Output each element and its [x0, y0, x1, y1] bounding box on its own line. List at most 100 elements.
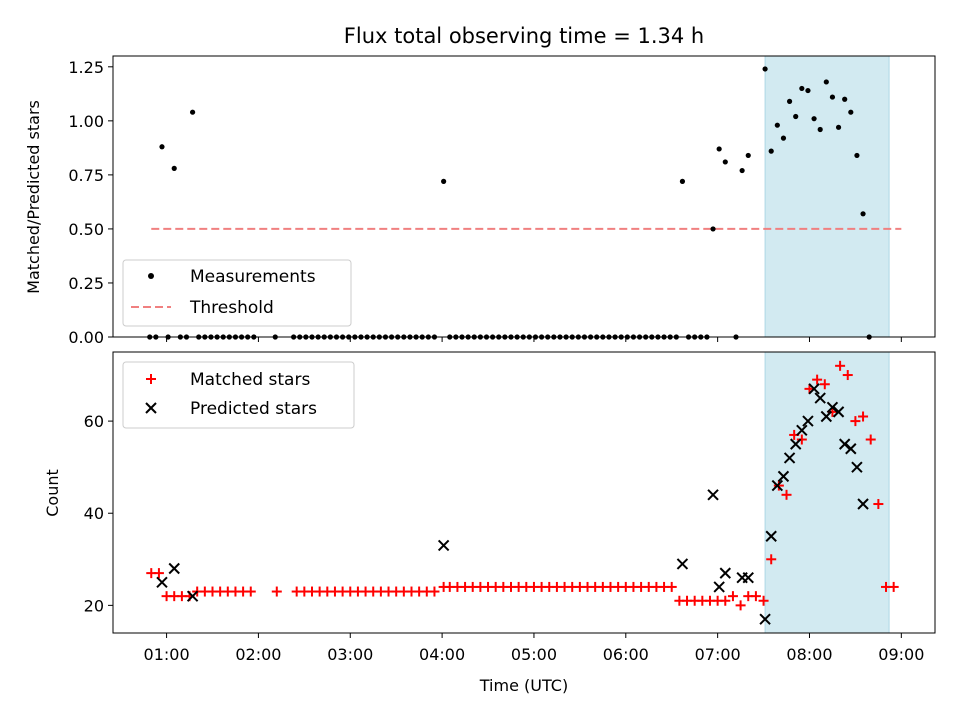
predicted-point-b [808, 383, 820, 395]
matched-point [858, 411, 869, 422]
measurement-point [786, 98, 793, 104]
predicted-point [783, 452, 796, 464]
x-tick-label: 03:00 [327, 645, 373, 664]
measurements-legend-label: Measurements [190, 267, 316, 287]
predicted-point-b [845, 443, 857, 455]
ratio-y-tick-label: 0.25 [68, 274, 104, 293]
matched-point [735, 600, 746, 611]
ratio-y-tick-label: 0.50 [68, 220, 104, 239]
predicted-point-b [765, 530, 777, 542]
count-y-label: Count [43, 469, 62, 517]
matched-point [766, 554, 777, 565]
predicted-point [838, 438, 851, 450]
matched-point [758, 595, 769, 606]
predicted-point-b [186, 590, 199, 602]
predicted-point [820, 410, 833, 423]
ratio-y-tick-label: 0.00 [68, 328, 104, 347]
predicted-point-b [814, 392, 826, 404]
ratio-y-ticks: 0.00 0.25 0.50 0.75 1.00 1.25 [68, 58, 113, 347]
predicted-point [832, 406, 845, 418]
ratio-shaded-span [764, 55, 890, 338]
predicted-point [713, 581, 725, 593]
predicted-point [742, 572, 754, 584]
measurement-point [762, 66, 768, 72]
measurement-point [679, 178, 686, 184]
measurement-point [823, 79, 829, 85]
x-tick-label: 09:00 [878, 645, 924, 664]
measurement-point [799, 85, 805, 92]
measurement-point [774, 122, 780, 128]
matched-point [727, 591, 738, 602]
predicted-point-b [857, 498, 869, 510]
matched-legend-glyph [146, 374, 156, 384]
predicted-point [857, 498, 869, 510]
matched-point [750, 591, 761, 602]
predicted-point [437, 539, 450, 552]
matched-points [146, 360, 899, 611]
matched-point [812, 374, 823, 385]
predicted-point [808, 383, 820, 395]
count-legend: Matched stars Predicted stars [122, 361, 355, 429]
ratio-panel: 0.00 0.25 0.50 0.75 1.00 1.25 Matched/Predict… [24, 55, 936, 347]
matched-point [245, 586, 256, 597]
matched-point [796, 434, 807, 445]
count-y-tick-label: 40 [84, 504, 104, 523]
count-y-tick-label: 60 [84, 412, 104, 431]
predicted-point [759, 613, 771, 625]
predicted-point-b [777, 470, 790, 483]
predicted-legend-glyph-b [145, 402, 157, 414]
measurement-point [716, 146, 722, 152]
count-legend-box [122, 361, 355, 429]
matched-point [865, 434, 876, 445]
predicted-point-b [719, 567, 731, 579]
count-shaded-span [764, 351, 890, 634]
predicted-point [168, 562, 180, 575]
matched-point [153, 568, 164, 579]
matched-point [666, 581, 677, 592]
matched-point [429, 586, 440, 597]
predicted-point-b [437, 539, 450, 552]
measurement-point [441, 178, 447, 184]
count-y-ticks: 20 40 60 [84, 412, 113, 615]
matched-legend-label: Matched stars [190, 370, 310, 390]
predicted-point [186, 590, 199, 602]
predicted-point-b [742, 572, 754, 584]
measurement-point [780, 135, 787, 141]
predicted-point [789, 438, 802, 450]
predicted-legend-marker [145, 402, 157, 414]
predicted-point [719, 567, 731, 579]
x-tick-label: 06:00 [603, 645, 649, 664]
predicted-point [676, 558, 689, 570]
x-tick-label: 02:00 [235, 645, 281, 664]
matched-legend-marker [146, 374, 156, 384]
matched-point [873, 499, 884, 510]
measurement-point [159, 144, 165, 150]
measurement-point [768, 148, 774, 154]
predicted-point-b [771, 479, 784, 492]
count-y-tick-label: 20 [84, 596, 104, 615]
x-tick-label: 07:00 [695, 645, 741, 664]
predicted-point-b [826, 401, 839, 413]
measurement-point [829, 94, 836, 100]
count-x-ticks: 01:00 02:00 03:00 04:00 05:00 06:00 07:00 08:00… [144, 633, 924, 664]
ratio-y-label: Matched/Predicted stars [24, 100, 43, 294]
matched-point [781, 489, 792, 500]
predicted-point [777, 470, 790, 483]
predicted-legend-glyph [145, 402, 157, 414]
matched-point [842, 370, 853, 381]
predicted-point-b [838, 438, 851, 450]
predicted-point-b [832, 406, 845, 418]
measurement-point [745, 152, 751, 159]
matched-point [819, 379, 830, 390]
predicted-point-b [707, 489, 719, 501]
measurement-point [811, 116, 817, 122]
predicted-point [814, 392, 826, 404]
predicted-point-b [796, 424, 808, 437]
measurement-point [171, 165, 177, 171]
predicted-point-b [713, 581, 725, 593]
x-tick-label: 05:00 [511, 645, 557, 664]
ratio-y-tick-label: 1.25 [68, 58, 104, 77]
predicted-point-b [851, 461, 863, 473]
x-tick-label: 04:00 [419, 645, 465, 664]
chart-title: Flux total observing time = 1.34 h [344, 24, 704, 48]
